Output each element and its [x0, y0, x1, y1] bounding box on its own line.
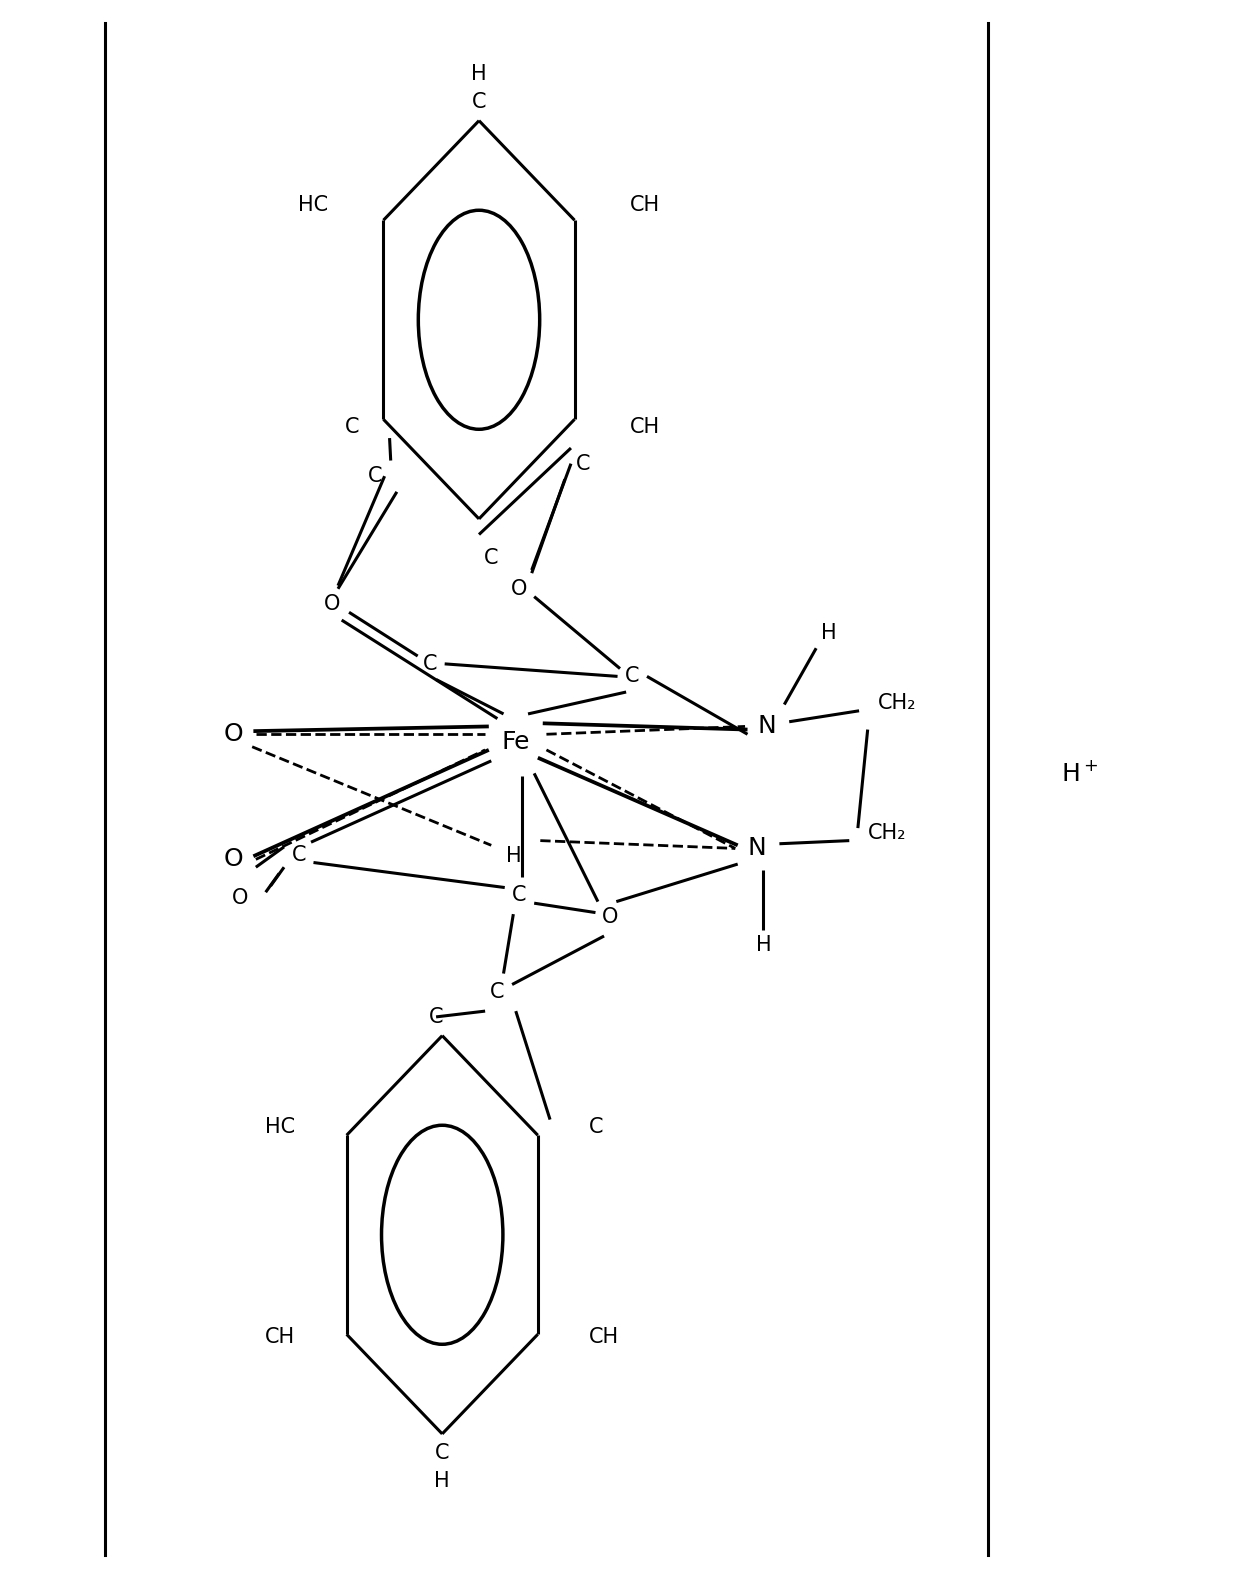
Text: N: N [748, 836, 766, 860]
Text: H: H [471, 63, 487, 84]
Text: H$^+$: H$^+$ [1061, 761, 1099, 786]
Text: C: C [512, 885, 527, 906]
Text: C: C [435, 1442, 449, 1463]
Text: HC: HC [265, 1117, 295, 1138]
Text: C: C [291, 844, 306, 865]
Text: H: H [506, 846, 521, 866]
Text: C: C [575, 453, 590, 473]
Text: N: N [758, 715, 776, 739]
Text: C: C [484, 548, 498, 568]
Text: H: H [755, 936, 771, 955]
Text: H: H [821, 623, 836, 642]
Text: CH: CH [265, 1327, 295, 1348]
Text: O: O [224, 723, 243, 746]
Text: CH: CH [630, 417, 660, 437]
Text: C: C [471, 92, 486, 112]
Text: CH₂: CH₂ [868, 822, 906, 843]
Text: O: O [224, 847, 243, 871]
Text: CH₂: CH₂ [878, 693, 916, 713]
Text: C: C [490, 983, 505, 1002]
Text: CH: CH [589, 1327, 620, 1348]
Text: H: H [434, 1471, 450, 1491]
Text: O: O [511, 579, 528, 598]
Text: C: C [367, 466, 382, 486]
Text: C: C [589, 1117, 604, 1138]
Text: HC: HC [298, 194, 329, 215]
Text: CH: CH [630, 194, 660, 215]
Text: O: O [232, 888, 248, 909]
Text: Fe: Fe [501, 731, 529, 754]
Text: C: C [345, 417, 358, 437]
Text: C: C [429, 1007, 444, 1027]
Text: C: C [625, 666, 640, 686]
Text: O: O [601, 907, 619, 928]
Text: C: C [423, 653, 438, 674]
Text: O: O [324, 595, 340, 614]
